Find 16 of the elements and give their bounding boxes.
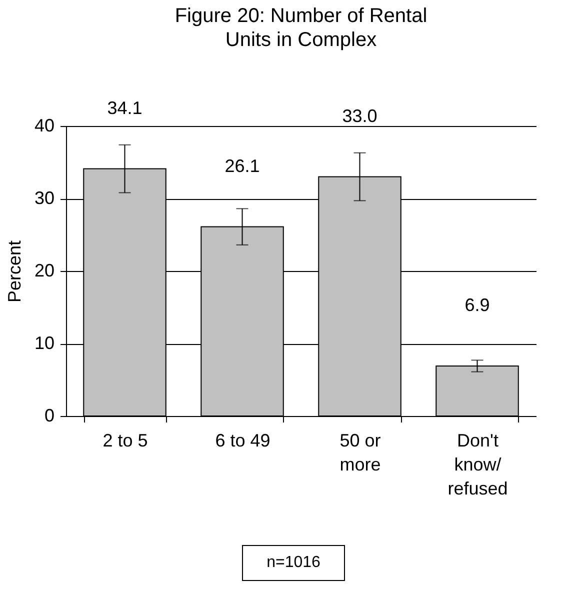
- text: n=1016: [242, 545, 346, 581]
- x-tick-label: 50 or more: [340, 430, 381, 474]
- y-tick-label: 30: [34, 188, 54, 208]
- chart-title: Figure 20: Number of Rental Units in Complex: [174, 4, 428, 51]
- x-tick-label: 6 to 49: [215, 430, 270, 450]
- data-label: 6.9: [464, 294, 490, 315]
- x-tick-label: Don't know/refused: [448, 430, 508, 498]
- y-tick-label: 0: [44, 406, 54, 426]
- data-label: 34.1: [107, 98, 142, 118]
- y-tick-label: 40: [34, 116, 54, 136]
- y-tick-label: 10: [34, 333, 54, 353]
- data-label: 33.0: [342, 106, 378, 126]
- y-tick-label: 20: [34, 260, 54, 280]
- x-tick-label: 2 to 5: [102, 430, 148, 450]
- y-axis-title: Percent: [4, 240, 24, 303]
- data-label: 26.1: [224, 156, 260, 176]
